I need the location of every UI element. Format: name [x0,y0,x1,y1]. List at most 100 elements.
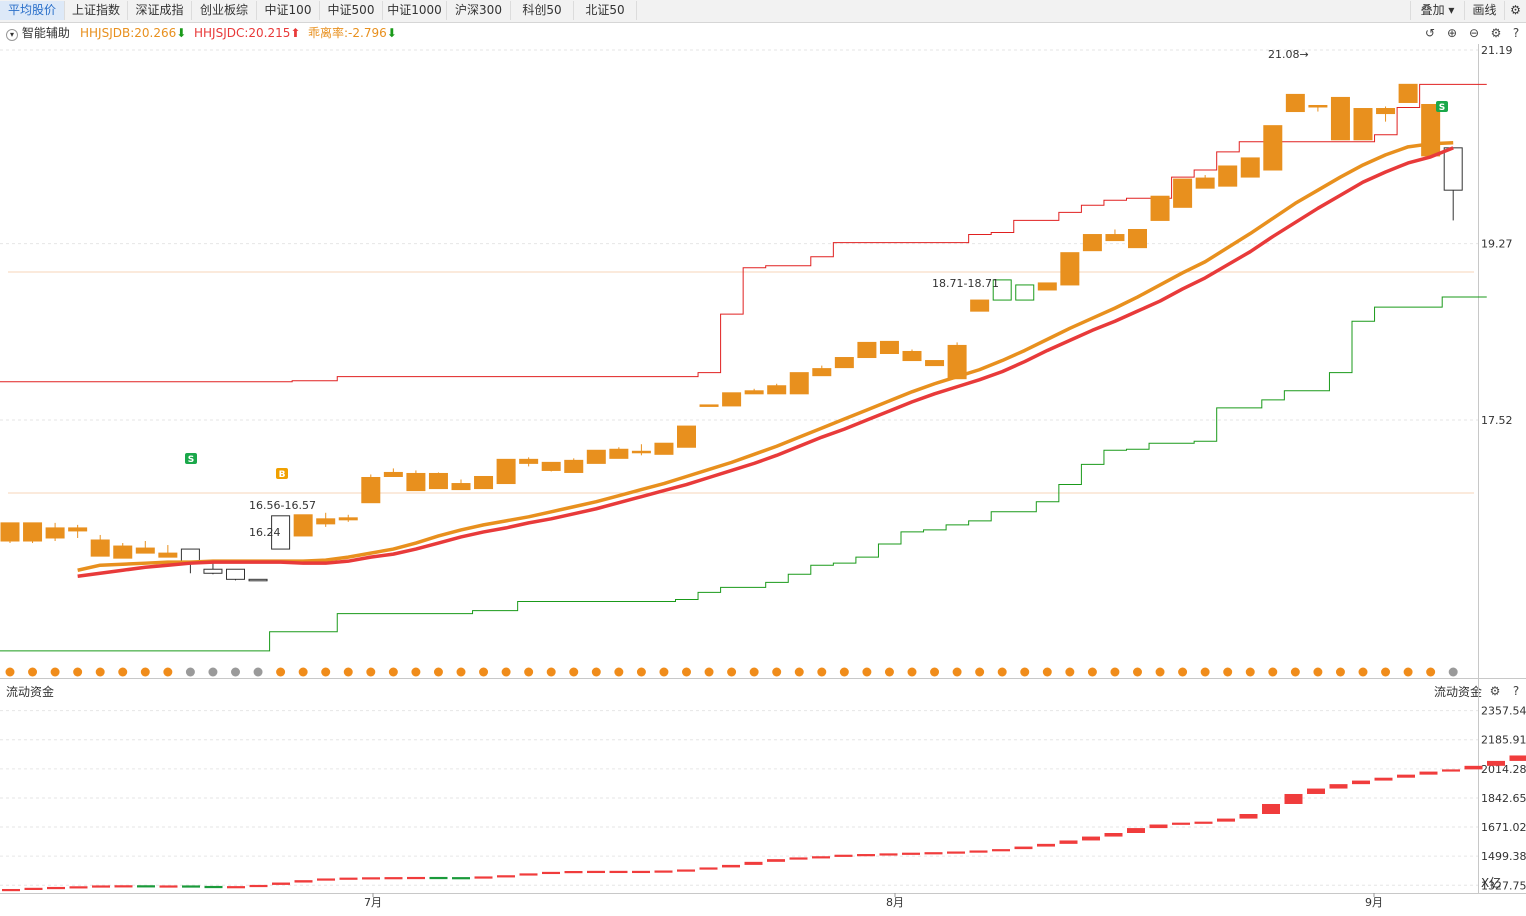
candle [496,458,516,485]
flow-bar [407,876,425,880]
tab-6[interactable]: 中证500 [320,1,383,20]
flow-bar [587,870,605,874]
help-icon[interactable]: ? [1512,26,1520,40]
settings-icon[interactable]: ⚙ [1490,26,1502,40]
flow-bar [497,875,515,878]
candle [1195,177,1215,189]
flow-bar [1464,765,1483,770]
assist-label: 智能辅助 [21,26,70,40]
candle [0,522,20,542]
status-dot [1245,667,1255,677]
minus-icon[interactable]: ⊖ [1468,26,1480,40]
tab-5[interactable]: 中证100 [257,1,320,20]
draw-line-button[interactable]: 画线 [1464,1,1504,20]
candle [902,350,922,362]
flow-bar [474,876,493,879]
status-dot [952,667,962,677]
tab-2[interactable]: 上证指数 [65,1,128,20]
candle [248,578,268,582]
status-dot [343,667,353,677]
upper-band-line [0,83,1487,383]
status-dot [1335,667,1345,677]
candle [879,340,899,354]
settings-icon[interactable]: ⚙ [1489,684,1501,698]
indicator-dc: HHJSJDC:20.215⬆ [194,23,300,43]
indicator-db-value: HHJSJDB:20.266 [80,26,177,40]
candle [677,425,696,448]
candle [226,568,245,580]
arrow-down-icon: ⬇ [176,26,187,40]
series-line-HHJSJDB [77,141,1454,572]
status-dot [1020,667,1030,677]
y-tick-label: 2185.91 [1481,734,1526,747]
tab-4[interactable]: 创业板综 [192,1,257,20]
candle [541,461,561,471]
flow-bar [1037,843,1055,847]
status-dot [862,667,872,677]
overlay-button[interactable]: 叠加 ▾ [1410,1,1464,20]
tab-10[interactable]: 北证50 [574,1,637,20]
assist-toggle[interactable]: ▾ 智能辅助 [6,23,70,43]
candle [383,471,403,477]
status-dot [524,667,534,677]
x-tick-label: 8月 [886,896,904,909]
candle [834,357,854,369]
status-dot [1087,667,1097,677]
flow-bar [47,886,65,890]
dropdown-icon: ▾ [1448,3,1455,17]
candle [812,368,832,377]
flow-bar [1059,840,1078,844]
flow-bar [227,886,245,889]
status-dot [1223,667,1233,677]
help-icon[interactable]: ? [1512,684,1520,698]
indicator-db: HHJSJDB:20.266⬇ [80,23,186,43]
buy-signal-marker [276,468,288,479]
status-dot [704,667,714,677]
tab-9[interactable]: 科创50 [511,1,574,20]
annotation-range: 18.71-18.71 [932,277,999,290]
refresh-icon[interactable]: ↺ [1424,26,1436,40]
candle [293,514,313,537]
candle [338,517,358,521]
status-dot [659,667,669,677]
flow-bar [722,864,740,868]
indicator-dev-value: 乖离率:-2.796 [308,26,387,40]
candle [744,390,764,395]
indicator-dev: 乖离率:-2.796⬇ [308,23,397,43]
lower-panel-title: 流动资金 [6,685,55,699]
status-dot [1358,667,1368,677]
add-icon[interactable]: ⊕ [1446,26,1458,40]
candle [1082,234,1102,252]
tab-1[interactable]: 平均股价 [0,1,65,20]
flow-bar [1352,780,1370,785]
candle [158,552,178,558]
candle [654,442,674,455]
flow-bar [1374,777,1393,781]
candle [1128,228,1147,249]
status-dot [456,667,466,677]
y-tick-label: 19.27 [1481,238,1513,251]
flow-bar [204,885,223,889]
candle [1308,104,1328,108]
status-dot [298,667,308,677]
status-dot [1403,667,1413,677]
y-tick-label: 2014.28 [1481,763,1526,776]
status-dot [884,667,894,677]
x-tick-label: 9月 [1365,896,1383,909]
candle [1037,282,1057,291]
tab-8[interactable]: 沪深300 [447,1,511,20]
tab-3[interactable]: 深证成指 [128,1,192,20]
candle [1240,157,1260,178]
flow-bar [1487,760,1505,766]
flow-bar [1194,821,1213,824]
flow-bar [1104,833,1123,837]
status-dot [636,667,646,677]
settings-icon[interactable]: ⚙ [1504,1,1526,20]
status-dot [1313,667,1323,677]
y-tick-label: 1842.65 [1481,792,1526,805]
candle [1015,284,1035,301]
status-dot [5,667,15,677]
y-tick-label: 1327.75 [1481,879,1526,892]
candle [1263,125,1283,171]
tab-7[interactable]: 中证1000 [383,1,447,20]
